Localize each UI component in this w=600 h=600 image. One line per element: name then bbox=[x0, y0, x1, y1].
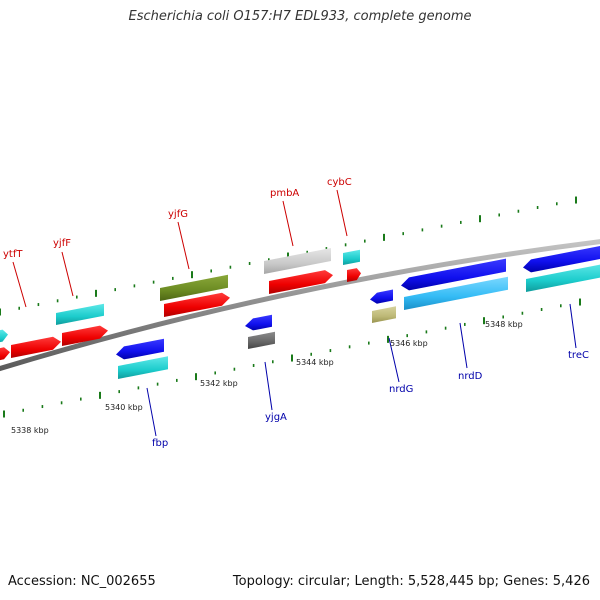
feature-red-5 bbox=[269, 270, 333, 294]
callout-line bbox=[12, 261, 27, 308]
feature-cyan-1 bbox=[0, 329, 8, 343]
gene-label-yjfF: yjfF bbox=[53, 238, 71, 249]
scale-label-5346: 5346 kbp bbox=[390, 339, 428, 348]
callout-line bbox=[177, 221, 190, 270]
gene-label-nrdD: nrdD bbox=[458, 371, 483, 382]
callout-line bbox=[61, 251, 74, 297]
feature-cyan-2 bbox=[56, 303, 104, 325]
gene-label-yjfG: yjfG bbox=[168, 209, 188, 220]
callout-line bbox=[282, 200, 294, 247]
feature-red-3 bbox=[62, 325, 108, 346]
scale-label-5348: 5348 kbp bbox=[485, 320, 523, 329]
gene-label-nrdG: nrdG bbox=[389, 384, 413, 395]
gene-label-cybC: cybC bbox=[327, 177, 352, 188]
feature-red-4 bbox=[164, 292, 230, 317]
feature-cyan-4 bbox=[118, 356, 168, 379]
feature-skyblue-1 bbox=[404, 276, 508, 310]
gene-callouts bbox=[12, 189, 577, 437]
gene-label-ytfT: ytfT bbox=[3, 249, 23, 260]
feature-blue-4 bbox=[401, 258, 506, 291]
callout-line bbox=[388, 337, 400, 383]
gene-label-treC: treC bbox=[568, 350, 589, 361]
accession-text: Accession: NC_002655 bbox=[8, 574, 156, 589]
scale-label-5338: 5338 kbp bbox=[11, 426, 49, 435]
feature-olive-1 bbox=[160, 274, 228, 301]
feature-red-2 bbox=[11, 336, 61, 358]
gene-label-fbp: fbp bbox=[152, 438, 168, 449]
page-title: Escherichia coli O157:H7 EDL933, complet… bbox=[128, 9, 472, 24]
callout-line bbox=[146, 387, 157, 437]
callout-line bbox=[336, 189, 348, 237]
scale-label-5340: 5340 kbp bbox=[105, 403, 143, 412]
feature-grey-1 bbox=[264, 248, 331, 274]
topology-text: Topology: circular; Length: 5,528,445 bp… bbox=[232, 574, 590, 589]
callout-line bbox=[459, 322, 468, 369]
genome-backbone bbox=[0, 239, 600, 372]
callout-line bbox=[569, 303, 577, 349]
gene-features bbox=[0, 246, 600, 379]
feature-blue-2 bbox=[245, 314, 272, 331]
feature-cyan-3 bbox=[343, 249, 360, 265]
feature-blue-1 bbox=[116, 338, 164, 360]
feature-darkgrey-1 bbox=[248, 331, 275, 349]
feature-blue-5 bbox=[523, 246, 600, 273]
gene-label-pmbA: pmbA bbox=[270, 188, 299, 199]
feature-blue-3 bbox=[370, 289, 393, 304]
feature-cyan-5 bbox=[526, 264, 600, 292]
scale-label-5342: 5342 kbp bbox=[200, 379, 238, 388]
scale-label-5344: 5344 kbp bbox=[296, 358, 334, 367]
gene-label-yjgA: yjgA bbox=[265, 412, 287, 423]
feature-red-1 bbox=[0, 347, 10, 361]
feature-khaki-1 bbox=[372, 306, 396, 323]
feature-red-6 bbox=[347, 268, 361, 282]
callout-line bbox=[264, 361, 273, 411]
